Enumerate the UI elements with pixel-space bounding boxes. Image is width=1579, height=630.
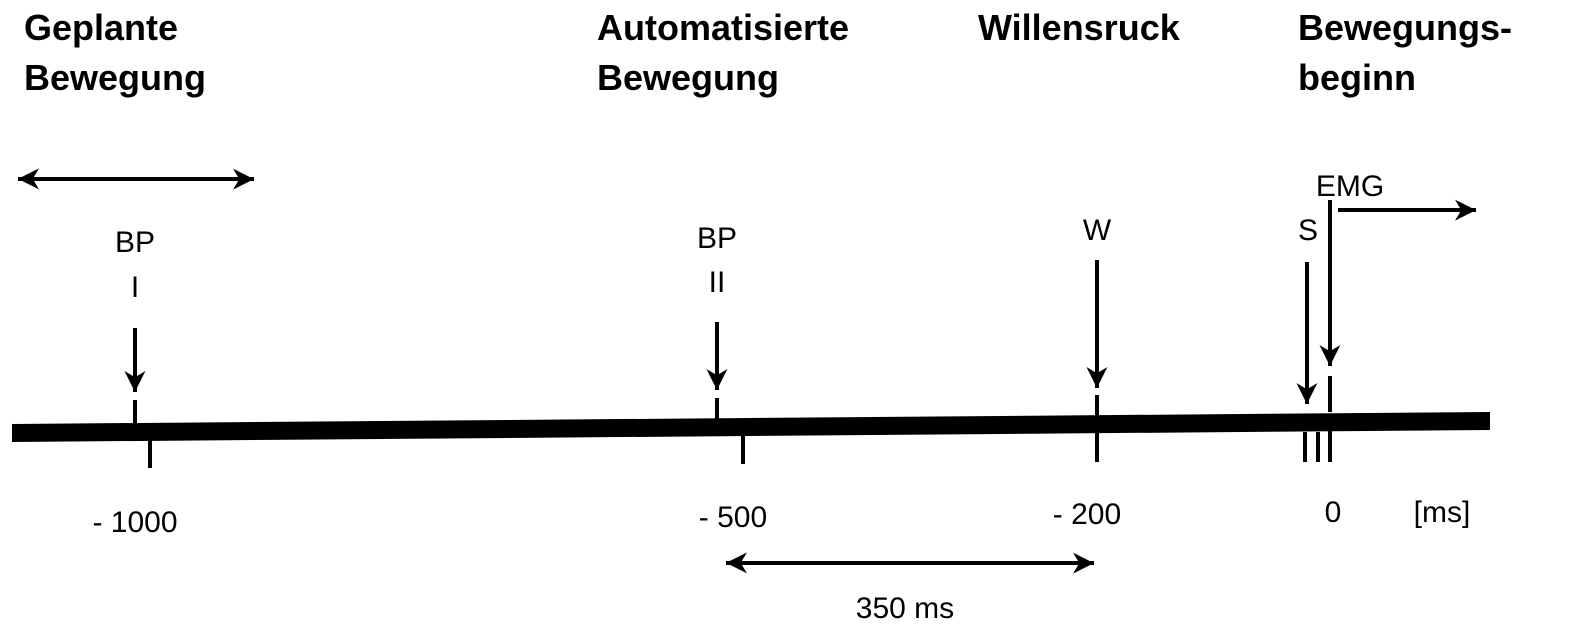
unit-label: [ms] xyxy=(1414,496,1471,529)
marker-sublabel: II xyxy=(709,266,726,299)
interval-label: 350 ms xyxy=(856,592,954,625)
tick-label: - 500 xyxy=(699,501,767,534)
heading: Willensruck xyxy=(978,7,1181,48)
heading: Automatisierte xyxy=(597,7,849,48)
heading: beginn xyxy=(1298,57,1416,98)
tick-label: - 1000 xyxy=(92,506,177,539)
heading: Geplante xyxy=(24,7,178,48)
marker-sublabel: I xyxy=(131,271,139,304)
heading: Bewegung xyxy=(24,57,206,98)
heading: Bewegungs- xyxy=(1298,7,1512,48)
heading: Bewegung xyxy=(597,57,779,98)
marker-label: BP xyxy=(697,222,737,255)
marker-label: EMG xyxy=(1316,170,1384,203)
tick-label: 0 xyxy=(1325,496,1342,529)
marker-label: S xyxy=(1298,214,1318,247)
tick-label: - 200 xyxy=(1053,498,1121,531)
marker-label: BP xyxy=(115,226,155,259)
marker-label: W xyxy=(1083,214,1112,247)
timeline-bar xyxy=(12,412,1490,442)
